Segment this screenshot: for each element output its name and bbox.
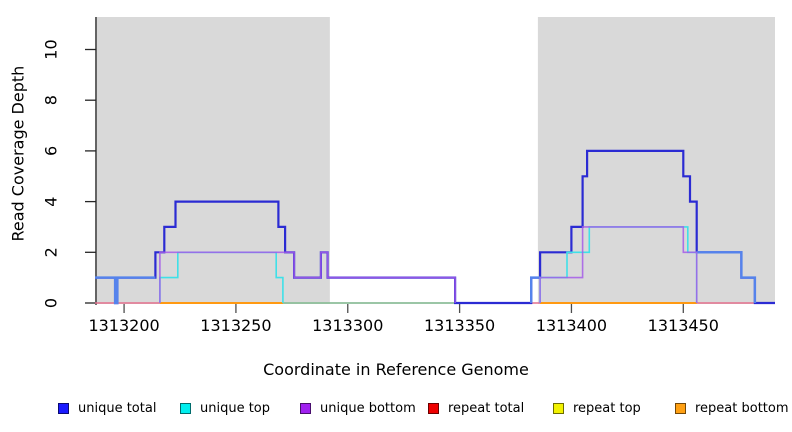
legend-label: unique top	[200, 400, 271, 416]
y-tick-label: 10	[42, 39, 61, 59]
legend-item-repeat-total: repeat total	[428, 397, 524, 419]
right-repeat-panel	[537, 17, 775, 304]
legend-item-unique-bottom: unique bottom	[300, 397, 416, 419]
x-tick-label: 1313350	[424, 316, 495, 335]
legend-swatch-icon	[300, 402, 311, 414]
series-unique-total-light-overlay	[696, 251, 757, 303]
series-unique-total-light-overlay	[95, 276, 156, 305]
x-tick-label: 1313200	[88, 316, 159, 335]
legend-item-repeat-bottom: repeat bottom	[675, 397, 789, 419]
legend-item-repeat-top: repeat top	[553, 397, 641, 419]
x-axis-label: Coordinate in Reference Genome	[263, 360, 529, 379]
legend-swatch-icon	[180, 402, 191, 414]
y-tick-label: 8	[42, 95, 61, 105]
y-tick-label: 2	[42, 247, 61, 257]
y-axis-label: Read Coverage Depth	[8, 65, 28, 242]
legend-item-unique-total: unique total	[58, 397, 156, 419]
y-tick-label: 0	[42, 298, 61, 308]
legend-swatch-icon	[553, 402, 564, 414]
x-tick-label: 1313400	[536, 316, 607, 335]
legend-swatch-icon	[675, 402, 686, 414]
legend-label: unique bottom	[320, 400, 416, 416]
y-tick-label: 4	[42, 197, 61, 207]
legend-label: repeat top	[573, 400, 641, 416]
legend-label: unique total	[78, 400, 157, 416]
legend: unique total unique top unique bottom repea…	[0, 397, 792, 423]
series-unique-bottom	[159, 251, 456, 303]
legend-label: repeat bottom	[695, 400, 789, 416]
y-tick-label: 6	[42, 146, 61, 156]
x-tick-label: 1313300	[312, 316, 383, 335]
series-unique-total-light-overlay	[530, 276, 541, 303]
series-unique-bottom	[539, 226, 698, 303]
legend-swatch-icon	[58, 402, 69, 414]
left-repeat-panel	[95, 17, 330, 304]
legend-swatch-icon	[428, 402, 439, 414]
x-tick-label: 1313250	[200, 316, 271, 335]
x-tick-label: 1313450	[648, 316, 719, 335]
legend-label: repeat total	[448, 400, 525, 416]
legend-item-unique-top: unique top	[180, 397, 270, 419]
